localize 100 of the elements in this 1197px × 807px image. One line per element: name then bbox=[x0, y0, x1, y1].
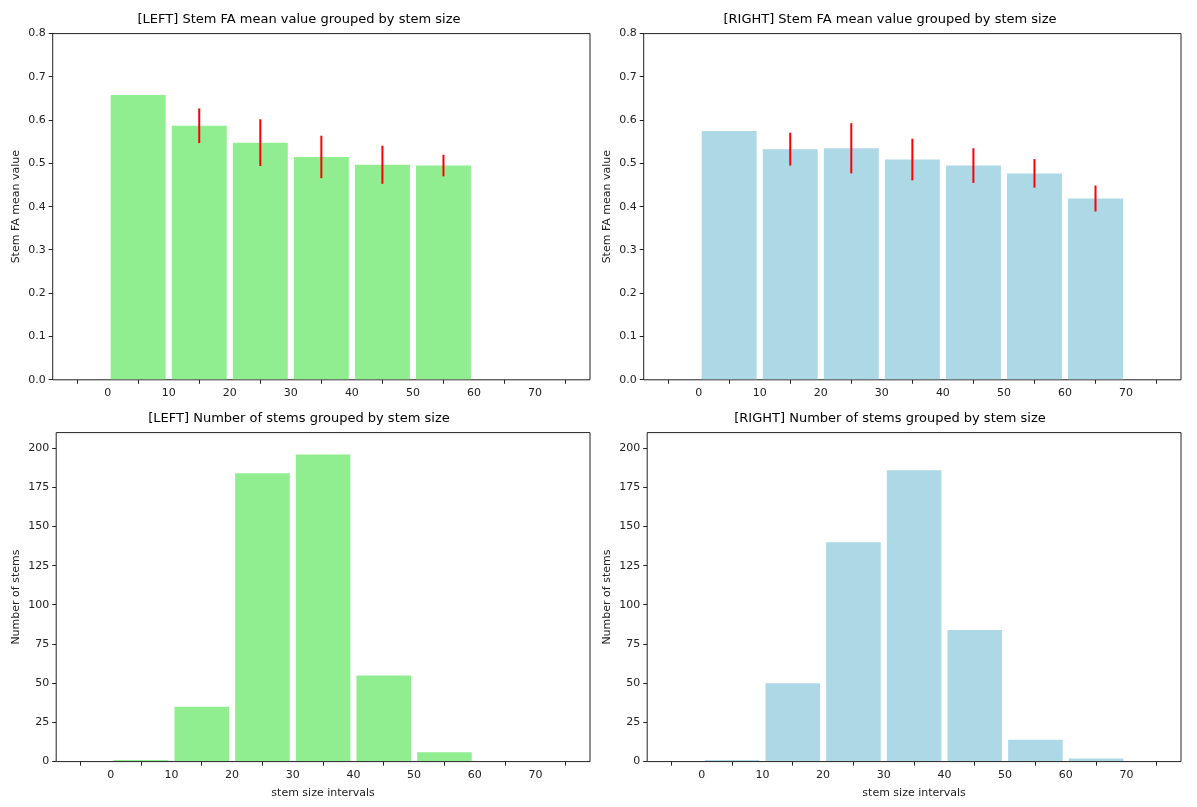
x-tick-label: 60 bbox=[1058, 768, 1073, 782]
x-tick-label: 70 bbox=[1119, 768, 1134, 782]
x-tick-label: 50 bbox=[996, 386, 1011, 400]
y-tick-label: 100 bbox=[28, 597, 50, 611]
y-tick-label: 0.7 bbox=[619, 69, 637, 83]
x-tick-label: 30 bbox=[874, 386, 889, 400]
y-tick-label: 150 bbox=[619, 519, 641, 533]
y-axis-title: Stem FA mean value bbox=[9, 149, 23, 264]
y-tick-label: 0.3 bbox=[619, 242, 637, 256]
x-tick-label: 70 bbox=[528, 386, 543, 400]
bar bbox=[826, 542, 881, 762]
bar bbox=[171, 125, 227, 380]
x-tick-label: 10 bbox=[752, 386, 767, 400]
y-tick-label: 125 bbox=[28, 558, 50, 572]
bar bbox=[1068, 758, 1124, 762]
y-tick-label: 50 bbox=[626, 676, 641, 690]
y-tick-label: 0.2 bbox=[619, 286, 637, 300]
x-tick-label: 10 bbox=[161, 386, 176, 400]
bar bbox=[415, 165, 471, 380]
bar bbox=[945, 165, 1001, 380]
y-tick-label: 125 bbox=[619, 558, 641, 572]
bar bbox=[886, 470, 942, 762]
y-tick-label: 0.4 bbox=[28, 199, 46, 213]
y-tick-label: 0.4 bbox=[619, 199, 637, 213]
x-tick-label: 20 bbox=[225, 768, 240, 782]
y-tick-label: 0.8 bbox=[28, 26, 46, 40]
y-tick-label: 0.1 bbox=[28, 329, 46, 343]
x-axis-title: stem size intervals bbox=[862, 786, 967, 800]
y-tick-label: 0.5 bbox=[619, 156, 637, 170]
bar bbox=[884, 159, 940, 380]
x-tick-label: 70 bbox=[1119, 386, 1134, 400]
y-tick-label: 25 bbox=[35, 715, 50, 729]
x-tick-label: 30 bbox=[283, 386, 298, 400]
y-tick-label: 0.0 bbox=[619, 372, 637, 386]
y-tick-label: 100 bbox=[619, 597, 641, 611]
chart-title: [RIGHT] Number of stems grouped by stem size bbox=[734, 410, 1046, 426]
y-tick-label: 200 bbox=[28, 441, 50, 455]
x-tick-label: 50 bbox=[405, 386, 420, 400]
x-tick-label: 40 bbox=[935, 386, 950, 400]
x-tick-label: 20 bbox=[222, 386, 237, 400]
bar bbox=[701, 130, 757, 380]
x-tick-label: 40 bbox=[937, 768, 952, 782]
x-tick-label: 50 bbox=[998, 768, 1013, 782]
x-tick-label: 10 bbox=[164, 768, 179, 782]
bar bbox=[762, 149, 818, 380]
y-tick-label: 0.8 bbox=[619, 26, 637, 40]
y-tick-label: 0.6 bbox=[28, 113, 46, 127]
x-tick-label: 40 bbox=[344, 386, 359, 400]
y-axis-title: Number of stems bbox=[600, 549, 614, 645]
bar bbox=[947, 630, 1003, 762]
bar bbox=[110, 95, 166, 380]
bar bbox=[235, 473, 290, 762]
y-tick-label: 0 bbox=[42, 754, 50, 768]
x-tick-label: 40 bbox=[346, 768, 361, 782]
y-tick-label: 75 bbox=[626, 636, 641, 650]
x-tick-label: 0 bbox=[698, 768, 706, 782]
y-tick-label: 25 bbox=[626, 715, 641, 729]
bar bbox=[232, 142, 288, 380]
bar bbox=[1006, 173, 1062, 380]
bar bbox=[417, 752, 472, 762]
x-tick-label: 20 bbox=[816, 768, 831, 782]
y-tick-label: 75 bbox=[35, 636, 50, 650]
chart-title: [RIGHT] Stem FA mean value grouped by stem size bbox=[723, 11, 1057, 27]
y-tick-label: 175 bbox=[619, 480, 641, 494]
y-tick-label: 150 bbox=[28, 519, 50, 533]
y-tick-label: 0 bbox=[633, 754, 641, 768]
x-tick-label: 20 bbox=[813, 386, 828, 400]
x-tick-label: 50 bbox=[407, 768, 422, 782]
bar bbox=[765, 683, 821, 762]
bar bbox=[823, 148, 879, 380]
chart-title: [LEFT] Number of stems grouped by stem size bbox=[148, 410, 450, 426]
x-tick-label: 60 bbox=[1057, 386, 1072, 400]
bar bbox=[356, 675, 412, 762]
y-tick-label: 0.6 bbox=[619, 113, 637, 127]
y-tick-label: 0.7 bbox=[28, 69, 46, 83]
y-axis-title: Stem FA mean value bbox=[600, 149, 614, 264]
x-tick-label: 0 bbox=[107, 768, 115, 782]
bar bbox=[174, 706, 230, 762]
y-tick-label: 200 bbox=[619, 441, 641, 455]
bar bbox=[293, 156, 349, 380]
y-axis-title: Number of stems bbox=[9, 549, 23, 645]
bar bbox=[1008, 739, 1063, 762]
x-tick-label: 10 bbox=[755, 768, 770, 782]
x-tick-label: 30 bbox=[876, 768, 891, 782]
bar bbox=[1068, 198, 1123, 380]
bar bbox=[295, 454, 351, 762]
x-tick-label: 0 bbox=[695, 386, 703, 400]
chart-title: [LEFT] Stem FA mean value grouped by stem size bbox=[137, 11, 461, 27]
y-tick-label: 0.0 bbox=[28, 372, 46, 386]
x-tick-label: 60 bbox=[466, 386, 481, 400]
bar bbox=[354, 164, 410, 380]
y-tick-label: 50 bbox=[35, 676, 50, 690]
x-tick-label: 70 bbox=[528, 768, 543, 782]
y-tick-label: 0.5 bbox=[28, 156, 46, 170]
y-tick-label: 0.1 bbox=[619, 329, 637, 343]
x-tick-label: 0 bbox=[104, 386, 112, 400]
y-tick-label: 0.2 bbox=[28, 286, 46, 300]
y-tick-label: 0.3 bbox=[28, 242, 46, 256]
x-tick-label: 30 bbox=[285, 768, 300, 782]
x-axis-title: stem size intervals bbox=[271, 786, 376, 800]
